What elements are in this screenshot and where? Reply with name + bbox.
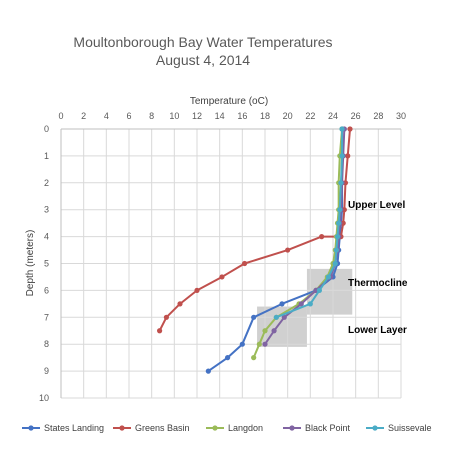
legend-label: Langdon (228, 423, 263, 433)
legend-swatch-marker (212, 425, 218, 431)
annotation-upper-level: Upper Level (348, 200, 405, 211)
data-point-greens-basin (319, 234, 325, 240)
legend-label: States Landing (44, 423, 104, 433)
legend-swatch-marker (289, 425, 295, 431)
data-point-suissevale (338, 180, 344, 186)
x-tick-label: 4 (104, 111, 109, 121)
data-point-black-point (271, 328, 277, 334)
data-point-langdon (262, 328, 268, 334)
y-tick-label: 7 (44, 312, 49, 322)
legend-item-black-point: Black Point (283, 423, 351, 433)
x-tick-label: 24 (328, 111, 338, 121)
data-point-states-landing (251, 314, 257, 320)
data-point-greens-basin (219, 274, 225, 280)
x-tick-label: 10 (169, 111, 179, 121)
data-point-suissevale (325, 274, 332, 280)
legend-item-greens-basin: Greens Basin (113, 423, 190, 433)
legend-label: Greens Basin (135, 423, 190, 433)
legend-label: Suissevale (388, 423, 432, 433)
chart-title-line2: August 4, 2014 (156, 52, 250, 68)
series-suissevale (273, 126, 345, 320)
data-point-suissevale (339, 126, 345, 132)
y-tick-label: 9 (44, 366, 49, 376)
data-point-states-landing (239, 341, 245, 347)
legend-swatch-marker (28, 425, 34, 431)
x-tick-label: 14 (215, 111, 225, 121)
y-tick-labels: 0 1 2 3 4 5 6 7 8 9 10 (39, 124, 49, 403)
x-axis-label: Temperature (oC) (190, 96, 268, 107)
y-tick-label: 0 (44, 124, 49, 134)
data-point-suissevale (273, 314, 279, 320)
series-line-greens-basin (158, 128, 351, 332)
data-point-greens-basin (285, 247, 291, 253)
y-tick-label: 1 (44, 151, 49, 161)
x-tick-label: 16 (237, 111, 247, 121)
data-point-suissevale (316, 287, 322, 293)
legend-item-states-landing: States Landing (22, 423, 104, 433)
data-point-states-landing (279, 301, 285, 307)
gridlines (60, 128, 402, 399)
data-point-greens-basin (177, 301, 183, 307)
y-tick-label: 3 (44, 205, 49, 215)
legend-label: Black Point (305, 423, 351, 433)
data-point-langdon (256, 341, 262, 347)
x-tick-label: 12 (192, 111, 202, 121)
legend-swatch-marker (372, 425, 378, 431)
data-point-suissevale (337, 207, 343, 213)
data-point-suissevale (336, 220, 342, 226)
data-point-suissevale (333, 247, 339, 253)
data-point-suissevale (332, 260, 338, 267)
data-point-black-point (262, 341, 268, 347)
data-point-black-point (281, 314, 287, 320)
series-line-suissevale (275, 129, 344, 319)
data-point-greens-basin (157, 328, 163, 334)
series-lines (157, 126, 353, 374)
data-point-langdon (251, 355, 257, 361)
y-tick-label: 10 (39, 393, 49, 403)
annotation-thermocline: Thermocline (348, 278, 408, 289)
legend-swatch-marker (119, 425, 125, 431)
data-point-states-landing (205, 368, 211, 374)
data-point-greens-basin (345, 153, 351, 159)
y-axis-label: Depth (meters) (25, 230, 36, 297)
x-tick-labels: 0 2 4 6 8 10 12 14 16 18 20 22 24 26 28 30 (58, 111, 406, 121)
x-tick-label: 26 (351, 111, 361, 121)
y-tick-label: 5 (44, 259, 49, 269)
x-tick-label: 30 (396, 111, 406, 121)
y-tick-label: 8 (44, 339, 49, 349)
annotation-lower-layer: Lower Layer (348, 325, 407, 336)
x-tick-label: 0 (58, 111, 63, 121)
y-tick-label: 2 (44, 178, 49, 188)
chart-title-line1: Moultonborough Bay Water Temperatures (73, 34, 332, 50)
data-point-states-landing (225, 355, 231, 361)
x-tick-label: 6 (126, 111, 131, 121)
y-tick-label: 4 (44, 232, 49, 242)
x-tick-label: 28 (373, 111, 383, 121)
legend-item-langdon: Langdon (206, 423, 263, 433)
data-point-suissevale (307, 301, 313, 307)
x-tick-label: 8 (149, 111, 154, 121)
x-tick-label: 22 (305, 111, 315, 121)
data-point-suissevale (334, 234, 341, 240)
data-point-black-point (298, 301, 304, 307)
x-tick-label: 2 (81, 111, 86, 121)
legend-item-suissevale: Suissevale (366, 423, 432, 433)
data-point-greens-basin (347, 126, 353, 132)
data-point-greens-basin (194, 287, 200, 293)
x-tick-label: 18 (260, 111, 270, 121)
y-tick-label: 6 (44, 285, 49, 295)
legend: States Landing Greens Basin Langdon Black P… (22, 423, 432, 433)
data-point-greens-basin (242, 260, 248, 267)
x-tick-label: 20 (283, 111, 293, 121)
data-point-suissevale (339, 153, 345, 159)
data-point-greens-basin (163, 314, 169, 320)
